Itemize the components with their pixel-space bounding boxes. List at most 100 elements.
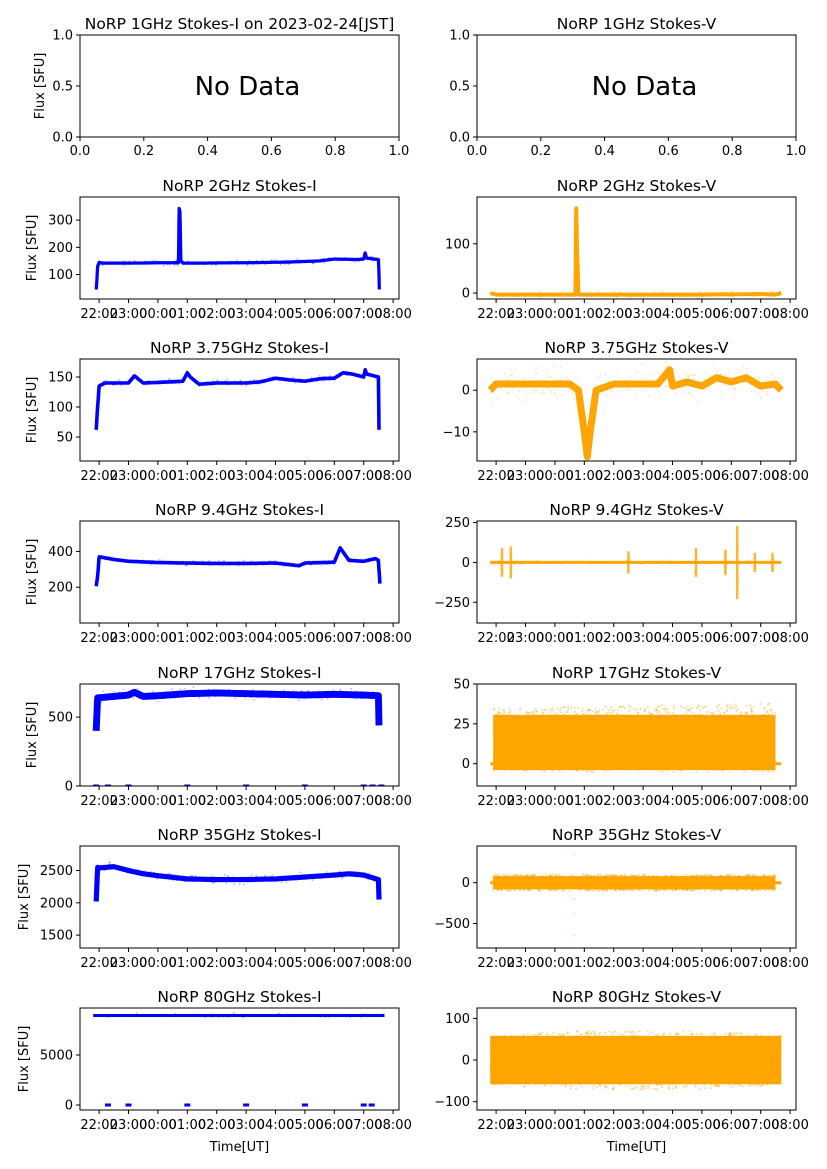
data-point bbox=[588, 709, 590, 712]
data-point bbox=[710, 712, 712, 714]
data-point bbox=[133, 259, 136, 262]
data-point bbox=[492, 880, 495, 882]
data-point bbox=[493, 874, 496, 876]
data-point bbox=[518, 886, 521, 888]
data-point bbox=[622, 741, 624, 743]
data-point bbox=[563, 760, 565, 762]
data-point bbox=[710, 883, 713, 886]
data-point bbox=[647, 394, 650, 397]
data-point bbox=[632, 721, 634, 724]
data-point bbox=[550, 754, 553, 757]
data-point bbox=[295, 564, 297, 566]
data-point bbox=[542, 389, 544, 391]
data-point bbox=[642, 296, 644, 298]
data-point bbox=[611, 886, 614, 889]
data-point bbox=[639, 753, 641, 756]
data-point bbox=[755, 377, 758, 379]
data-point bbox=[767, 770, 770, 773]
data-point bbox=[243, 561, 245, 563]
data-point bbox=[577, 284, 579, 286]
data-point bbox=[250, 560, 252, 562]
data-point bbox=[526, 711, 528, 713]
data-point bbox=[587, 749, 589, 751]
data-point bbox=[165, 380, 168, 383]
data-point bbox=[672, 705, 675, 708]
data-point bbox=[692, 755, 695, 758]
x-tick-label: 06:00 bbox=[316, 794, 353, 809]
data-point bbox=[735, 710, 738, 712]
data-point bbox=[734, 768, 737, 770]
data-point bbox=[490, 562, 493, 565]
data-point bbox=[220, 563, 222, 566]
data-point bbox=[501, 742, 503, 745]
data-point bbox=[128, 261, 130, 263]
data-point bbox=[726, 718, 729, 720]
data-point bbox=[136, 561, 139, 563]
x-tick-label: 06:00 bbox=[713, 794, 750, 809]
data-point bbox=[504, 883, 506, 886]
data-point bbox=[320, 261, 322, 263]
x-tick-label: 00:00 bbox=[139, 307, 176, 322]
data-point bbox=[260, 878, 263, 881]
data-point bbox=[263, 874, 266, 877]
data-point bbox=[729, 388, 731, 390]
data-point bbox=[267, 879, 270, 881]
data-point bbox=[656, 711, 658, 714]
data-point bbox=[493, 875, 495, 878]
data-point bbox=[98, 693, 101, 696]
data-point bbox=[589, 291, 591, 293]
data-point bbox=[585, 765, 588, 768]
data-point bbox=[206, 878, 209, 881]
data-point bbox=[761, 292, 763, 295]
data-point bbox=[499, 747, 501, 750]
data-point bbox=[229, 878, 232, 880]
data-point bbox=[749, 767, 752, 770]
data-point bbox=[678, 375, 681, 377]
data-point bbox=[585, 885, 587, 888]
data-point bbox=[325, 376, 327, 378]
data-point bbox=[578, 720, 580, 722]
data-point bbox=[694, 571, 697, 574]
data-point bbox=[555, 874, 557, 877]
data-point bbox=[774, 888, 776, 890]
data-point bbox=[736, 741, 738, 744]
data-point bbox=[729, 879, 732, 881]
data-point bbox=[733, 394, 735, 396]
data-point bbox=[619, 876, 622, 878]
data-point bbox=[332, 378, 335, 380]
data-point bbox=[632, 716, 635, 719]
y-axis-label: Flux [SFU] bbox=[33, 53, 48, 120]
data-point bbox=[329, 691, 331, 693]
y-tick-label: 200 bbox=[48, 581, 73, 596]
data-point bbox=[192, 563, 195, 566]
data-point bbox=[170, 562, 172, 565]
data-point bbox=[647, 728, 649, 731]
x-tick-label: 02:00 bbox=[198, 794, 235, 809]
data-point bbox=[676, 561, 679, 563]
data-point bbox=[697, 766, 699, 769]
data-point bbox=[666, 708, 669, 710]
data-point bbox=[682, 563, 684, 565]
data-point bbox=[285, 881, 287, 884]
data-point bbox=[202, 694, 204, 696]
data-point bbox=[529, 293, 531, 295]
data-point bbox=[364, 368, 367, 370]
data-point bbox=[667, 737, 670, 740]
data-point bbox=[501, 295, 504, 297]
data-point bbox=[730, 727, 733, 729]
data-point bbox=[209, 382, 211, 385]
data-point bbox=[671, 877, 673, 880]
data-point bbox=[702, 753, 704, 756]
data-point bbox=[773, 884, 775, 887]
data-point bbox=[237, 564, 240, 566]
data-point bbox=[250, 877, 253, 879]
data-point bbox=[287, 562, 289, 564]
data-point bbox=[564, 748, 567, 750]
data-point bbox=[745, 717, 747, 719]
data-point bbox=[679, 755, 682, 758]
data-point bbox=[526, 877, 529, 879]
data-point bbox=[518, 754, 521, 757]
data-point bbox=[328, 694, 331, 697]
data-point bbox=[678, 559, 680, 562]
data-point bbox=[725, 570, 727, 572]
